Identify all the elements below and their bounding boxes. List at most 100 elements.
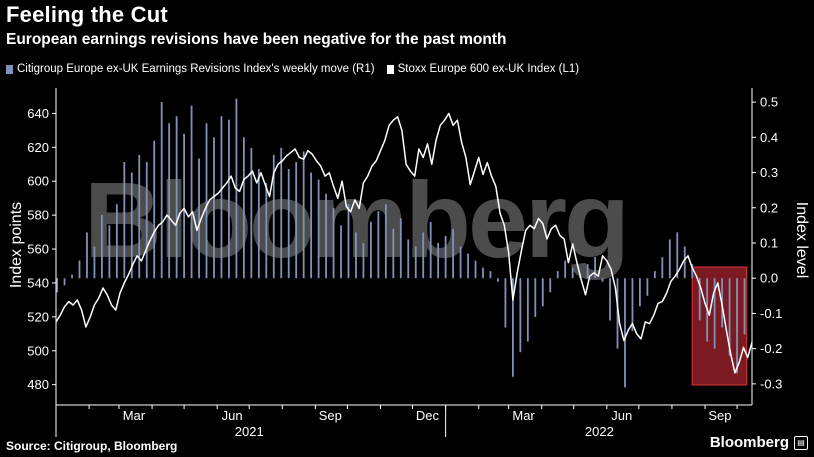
stoxx-line: [55, 112, 753, 374]
y-left-tick-label: 640: [27, 106, 49, 121]
revision-bar: [601, 278, 604, 282]
revision-bar: [698, 278, 701, 321]
revision-bar: [549, 278, 552, 293]
revision-bar: [526, 278, 529, 342]
revision-bar: [594, 257, 596, 279]
y-right-tick-label: 0.1: [760, 235, 778, 250]
revision-bar: [302, 151, 305, 279]
revision-bar: [332, 207, 335, 279]
revision-bar: [676, 232, 679, 279]
revision-bar: [444, 235, 447, 279]
revision-bar: [280, 147, 283, 279]
revision-bar: [115, 204, 118, 279]
chart-title: Feeling the Cut: [6, 2, 168, 27]
revision-bar: [198, 158, 200, 279]
y-left-tick-label: 600: [27, 174, 49, 189]
revision-bar: [609, 278, 611, 321]
revision-bar: [519, 278, 522, 353]
revision-bar: [474, 260, 477, 279]
revision-bar: [534, 278, 537, 317]
y-right-tick-label: -0.2: [760, 341, 782, 356]
revision-bar: [564, 260, 567, 279]
axes: 640 620 600 580 560 540 520 500 480 0.5 0.4 0.3 0.2 0…: [27, 88, 782, 439]
source-note: Source: Citigroup, Bloomberg: [6, 439, 178, 453]
revision-bar: [728, 278, 731, 356]
revision-bar: [556, 271, 559, 279]
revision-bar: [183, 133, 185, 279]
y-right-tick-label: 0.4: [760, 130, 778, 145]
revision-bar: [138, 154, 141, 279]
revision-bar: [631, 278, 634, 332]
revision-bar: [228, 119, 230, 279]
revision-bar: [123, 161, 126, 279]
legend-item-revisions: Citigroup Europe ex-UK Earnings Revision…: [6, 63, 375, 75]
x-year-label: 2022: [585, 424, 614, 439]
y-right-tick-label: -0.1: [760, 306, 782, 321]
revision-bar: [63, 278, 66, 286]
revision-bar: [130, 172, 133, 279]
y-right-tick-label: -0.3: [760, 376, 782, 391]
revision-bar: [482, 267, 484, 279]
revision-bar: [295, 161, 298, 279]
revision-bar: [437, 242, 440, 279]
revision-bar: [639, 278, 641, 307]
y-left-tick-label: 620: [27, 140, 49, 155]
revision-bar: [624, 278, 626, 388]
revision-bar: [713, 278, 716, 349]
revision-bar: [93, 246, 96, 279]
y-right-tick-label: 0.2: [760, 200, 778, 215]
x-tick-label: Jun: [611, 408, 632, 423]
revision-bar: [370, 221, 372, 279]
x-tick-label: Mar: [512, 408, 535, 423]
revision-bar: [108, 225, 111, 279]
y-left-tick-label: 480: [27, 377, 49, 392]
revision-bar: [646, 278, 649, 296]
revision-bar: [101, 214, 103, 279]
x-tick-label: Dec: [416, 408, 440, 423]
revision-bar: [272, 154, 275, 279]
legend-item-stoxx: Stoxx Europe 600 ex-UK Index (L1): [386, 63, 580, 75]
revision-bar: [541, 278, 544, 307]
revision-bar: [414, 246, 417, 279]
legend-label-stoxx: Stoxx Europe 600 ex-UK Index (L1): [397, 63, 580, 75]
y-left-tick-label: 540: [27, 275, 49, 290]
revision-bar: [407, 239, 410, 279]
revision-bar: [511, 278, 514, 377]
revision-bar: [691, 264, 694, 279]
revision-bar: [355, 232, 357, 279]
revision-bar: [736, 278, 738, 374]
revision-bar: [205, 123, 208, 279]
revision-bar: [287, 169, 290, 279]
revision-bar: [317, 179, 320, 279]
brand-footer: Bloomberg ▤: [710, 434, 808, 451]
revision-bar: [392, 228, 395, 279]
y-left-tick-label: 560: [27, 242, 49, 257]
revision-bar: [668, 239, 671, 279]
revision-bar: [586, 264, 589, 279]
revision-bar: [467, 253, 469, 279]
line-series: [55, 112, 753, 374]
revision-bar: [489, 271, 492, 279]
revision-bar: [422, 232, 425, 279]
revision-bar: [653, 271, 656, 279]
revision-bar: [310, 172, 313, 279]
revision-bar: [220, 116, 223, 279]
revision-bar: [56, 278, 58, 293]
revision-bar: [683, 246, 686, 279]
x-tick-label: Sep: [319, 408, 342, 423]
revision-bar: [153, 140, 156, 279]
legend-swatch-revisions: [6, 64, 13, 74]
bar-series: [56, 98, 746, 388]
x-tick-label: Sep: [708, 408, 731, 423]
revision-bar: [497, 278, 499, 282]
brand-name: Bloomberg: [709, 434, 789, 451]
x-tick-label: Jun: [222, 408, 243, 423]
legend-swatch-stoxx: [386, 64, 394, 74]
chart-subtitle: European earnings revisions have been ne…: [6, 31, 507, 48]
revision-bar: [145, 161, 148, 279]
revision-bar: [616, 278, 619, 349]
revision-bar: [340, 225, 342, 279]
revision-bar: [399, 218, 402, 279]
revision-bar: [384, 204, 387, 279]
revision-bar: [213, 137, 215, 279]
